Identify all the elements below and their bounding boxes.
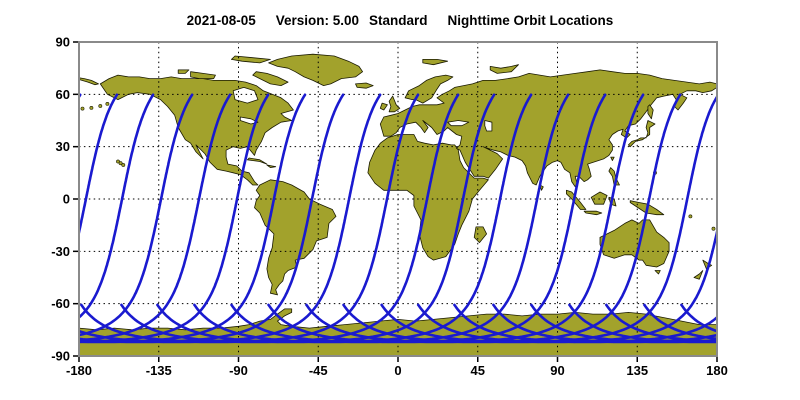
x-tick-label: 180 [706, 363, 728, 378]
orbit-track [380, 94, 717, 344]
orbit-track [79, 93, 194, 337]
islet [98, 104, 103, 108]
y-tick-label: 90 [56, 35, 70, 50]
figure-title: 2021-08-05 Version: 5.00 Standard Nighttime… [0, 13, 800, 28]
world-map-layer [79, 53, 717, 356]
islet [711, 226, 716, 231]
continent-taiwan [610, 156, 615, 161]
continent-great-britain [388, 95, 401, 113]
continent-sumatra [566, 189, 587, 210]
axes-layer: -180 -135 -90 -45 0 45 90 135 180 90 60 30 0 -30 -60 -9… [51, 35, 728, 379]
islet [80, 106, 85, 111]
x-tick-label: 135 [626, 363, 648, 378]
axis-frame [78, 41, 718, 357]
continent-sakhalin [647, 104, 654, 120]
islet [89, 106, 94, 110]
continent-baffin-island [252, 71, 289, 86]
continent-hispaniola [266, 164, 277, 168]
x-tick-label: -180 [66, 363, 92, 378]
x-tick-label: 90 [550, 363, 564, 378]
continent-victoria-island [190, 71, 216, 79]
orbit-track [79, 93, 155, 320]
title-version: Version: 5.00 [275, 13, 360, 28]
continent-eurasia [379, 69, 717, 188]
title-main: Nighttime Orbit Locations [447, 13, 614, 28]
continent-tasmania [654, 270, 661, 275]
orbit-tracks-layer [79, 93, 717, 344]
x-tick-label: 45 [471, 363, 485, 378]
continent-ellesmere-island [231, 55, 271, 64]
islet [121, 163, 126, 167]
orbit-track [79, 93, 232, 342]
continent-ireland [379, 102, 388, 111]
continent-svalbard [422, 59, 448, 66]
continent-greenland [268, 53, 363, 86]
continent-java [583, 210, 603, 216]
y-tick-label: -60 [51, 296, 70, 311]
y-tick-label: 0 [63, 192, 70, 207]
title-edition: Standard [369, 13, 428, 28]
islet [688, 214, 693, 219]
continent-novaya-zemlya [489, 64, 519, 74]
y-tick-label: -30 [51, 244, 70, 259]
y-tick-label: 60 [56, 87, 70, 102]
continent-new-zealand-south [693, 270, 704, 280]
continent-japan [628, 120, 656, 148]
continent-australia [599, 219, 670, 268]
orbit-track [79, 93, 119, 239]
continent-iceland [355, 82, 374, 89]
continent-cuba [247, 157, 268, 165]
y-tick-label: -90 [51, 349, 70, 364]
islet [118, 161, 123, 166]
x-tick-label: 0 [394, 363, 401, 378]
continent-banks-island [177, 69, 190, 74]
islet [116, 159, 120, 164]
continent-south-america [254, 179, 337, 296]
x-tick-label: -135 [146, 363, 172, 378]
y-tick-label: 30 [56, 139, 70, 154]
title-date: 2021-08-05 [186, 13, 256, 28]
islet [105, 102, 110, 106]
x-tick-label: -90 [229, 363, 248, 378]
x-tick-label: -45 [309, 363, 328, 378]
continent-borneo [590, 191, 608, 205]
